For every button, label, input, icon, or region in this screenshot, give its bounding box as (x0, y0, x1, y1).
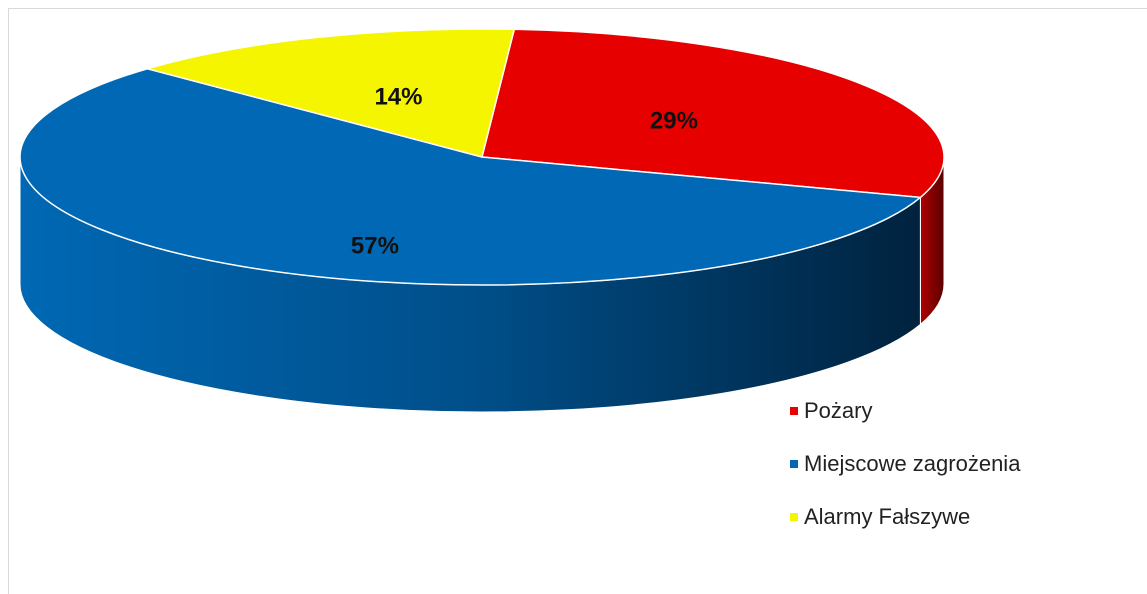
legend-swatch (790, 407, 798, 415)
legend-swatch (790, 513, 798, 521)
pie-slice (481, 28, 945, 199)
data-label: 29% (650, 108, 698, 135)
data-label-bg (642, 106, 705, 137)
chart-frame (8, 8, 1147, 594)
legend-label: Alarmy Fałszywe (804, 504, 970, 529)
data-label-bg (343, 231, 406, 262)
legend-label: Pożary (804, 398, 872, 423)
data-label-bg (367, 82, 430, 113)
pie-slice (144, 28, 516, 158)
pie-slice (19, 67, 923, 286)
legend-swatch (790, 460, 798, 468)
legend-label: Miejscowe zagrożenia (804, 451, 1021, 476)
data-label: 57% (351, 233, 399, 260)
data-label: 14% (374, 84, 422, 111)
